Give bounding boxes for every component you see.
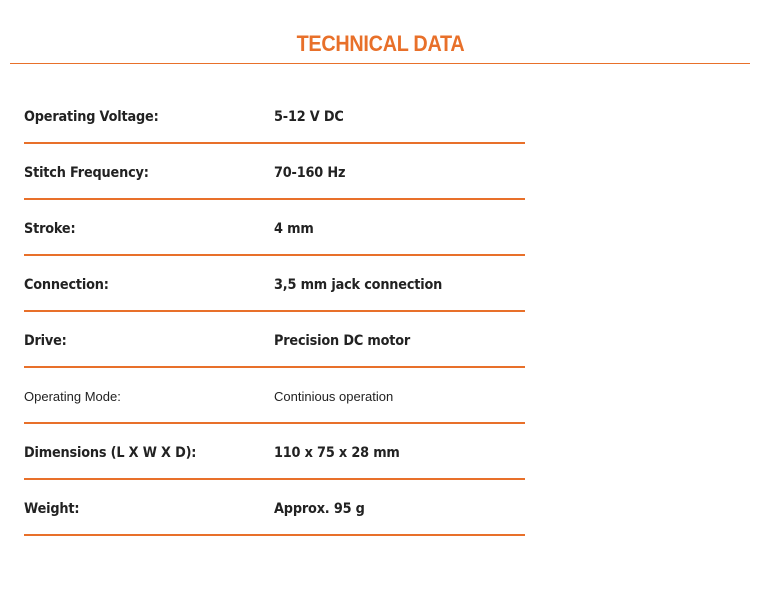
title-divider: [10, 63, 750, 64]
spec-row-drive: Drive: Precision DC motor: [24, 312, 525, 368]
page-title: TECHNICAL DATA: [296, 31, 465, 56]
spec-row-dimensions: Dimensions (L X W X D): 110 x 75 x 28 mm: [24, 424, 525, 480]
spec-label: Connection:: [24, 277, 109, 293]
spec-label: Stroke:: [24, 221, 76, 237]
spec-value: 3,5 mm jack connection: [274, 277, 443, 293]
spec-value: 4 mm: [274, 221, 314, 237]
spec-value: Precision DC motor: [274, 333, 411, 349]
spec-row-connection: Connection: 3,5 mm jack connection: [24, 256, 525, 312]
spec-label: Weight:: [24, 501, 80, 517]
spec-label: Drive:: [24, 333, 67, 349]
spec-label: Stitch Frequency:: [24, 165, 149, 181]
spec-value: 70-160 Hz: [274, 165, 346, 181]
spec-value: Continious operation: [274, 389, 394, 404]
spec-value: 5-12 V DC: [274, 109, 344, 125]
spec-label: Operating Voltage:: [24, 109, 159, 125]
spec-row-stroke: Stroke: 4 mm: [24, 200, 525, 256]
spec-value: Approx. 95 g: [274, 501, 365, 517]
spec-row-operating-voltage: Operating Voltage: 5-12 V DC: [24, 88, 525, 144]
spec-row-weight: Weight: Approx. 95 g: [24, 480, 525, 536]
specs-table: Operating Voltage: 5-12 V DC Stitch Frequ…: [24, 88, 525, 536]
spec-label: Dimensions (L X W X D):: [24, 445, 197, 461]
spec-value: 110 x 75 x 28 mm: [274, 445, 400, 461]
spec-row-stitch-frequency: Stitch Frequency: 70-160 Hz: [24, 144, 525, 200]
spec-label: Operating Mode:: [24, 389, 121, 404]
spec-row-operating-mode: Operating Mode: Continious operation: [24, 368, 525, 424]
